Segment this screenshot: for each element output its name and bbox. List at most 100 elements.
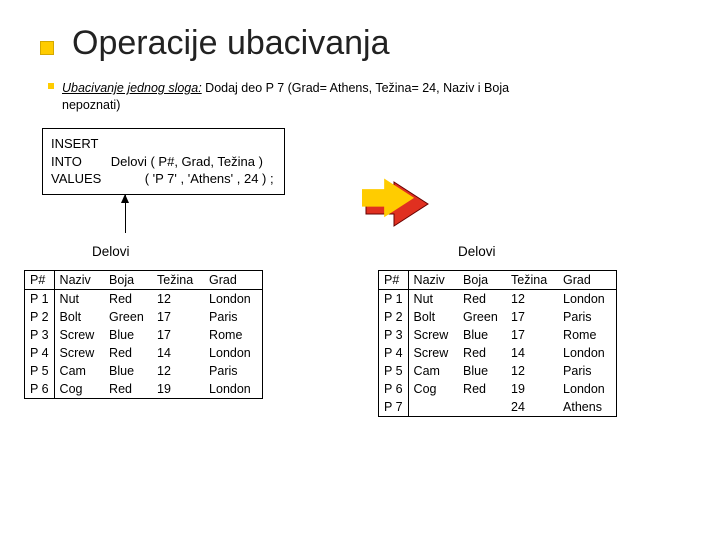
table-row: P 2BoltGreen17Paris [379,308,617,326]
table-cell: London [558,344,616,362]
table-cell: Red [104,380,152,399]
col-header: Grad [204,271,262,290]
table-cell: Rome [558,326,616,344]
table-after: P#NazivBojaTežinaGrad P 1NutRed12LondonP… [378,270,617,417]
table-row: P 4ScrewRed14London [379,344,617,362]
table-cell: Cam [54,362,104,380]
col-header: P# [25,271,55,290]
table-cell: Cog [54,380,104,399]
table-row: P 3ScrewBlue17Rome [25,326,263,344]
table-cell: 14 [506,344,558,362]
col-header: Težina [506,271,558,290]
table-cell: Blue [104,326,152,344]
table-cell: Red [458,290,506,309]
table-cell: 17 [152,308,204,326]
table-cell: P 1 [25,290,55,309]
table-cell: Red [458,380,506,398]
col-header: P# [379,271,409,290]
table-cell: 17 [506,308,558,326]
table-cell: 17 [152,326,204,344]
table-cell: Green [104,308,152,326]
page-title: Operacije ubacivanja [72,24,390,63]
table-cell: P 5 [379,362,409,380]
table-cell: London [558,380,616,398]
table-row: P 4ScrewRed14London [25,344,263,362]
table-cell: P 7 [379,398,409,417]
table-cell: P 1 [379,290,409,309]
table-cell: Red [104,344,152,362]
table-cell: Screw [54,326,104,344]
sql-into: INTO [51,154,82,169]
table-cell: Paris [558,362,616,380]
sql-codebox: INSERT INTO Delovi ( P#, Grad, Težina ) … [42,128,285,195]
table-row: P 6CogRed19London [25,380,263,399]
table-cell [408,398,458,417]
table-cell: Blue [458,326,506,344]
caption-left: Delovi [92,244,130,259]
table-cell: Cam [408,362,458,380]
subtitle-lead: Ubacivanje jednog sloga: [62,81,202,95]
col-header: Naziv [54,271,104,290]
table-cell: 12 [152,290,204,309]
table-cell: 12 [506,290,558,309]
table-cell: Green [458,308,506,326]
table-row: P 3ScrewBlue17Rome [379,326,617,344]
table-header-row: P#NazivBojaTežinaGrad [379,271,617,290]
subtitle: Ubacivanje jednog sloga: Dodaj deo P 7 (… [62,80,509,114]
table-cell: P 6 [379,380,409,398]
table-header-row: P#NazivBojaTežinaGrad [25,271,263,290]
table-cell: Blue [104,362,152,380]
table-cell: Paris [558,308,616,326]
table-row: P 6CogRed19London [379,380,617,398]
table-cell: Blue [458,362,506,380]
col-header: Naziv [408,271,458,290]
table-cell: Screw [54,344,104,362]
table-cell: Bolt [408,308,458,326]
table-cell: P 3 [25,326,55,344]
table-cell: P 4 [379,344,409,362]
arrow-up-icon [125,195,126,233]
table-cell: Screw [408,344,458,362]
table-row: P 5CamBlue12Paris [25,362,263,380]
title-row: Operacije ubacivanja [40,24,390,63]
table-cell: Nut [408,290,458,309]
col-header: Boja [104,271,152,290]
table-cell: London [558,290,616,309]
table-cell: Bolt [54,308,104,326]
subtitle-rest1: Dodaj deo P 7 (Grad= Athens, Težina= 24,… [205,81,509,95]
table-cell: P 2 [379,308,409,326]
sql-line3: VALUES ( 'P 7' , 'Athens' , 24 ) ; [51,170,274,188]
table-cell: 17 [506,326,558,344]
table-cell: P 6 [25,380,55,399]
table-cell: Red [104,290,152,309]
table-cell: Athens [558,398,616,417]
table-cell: London [204,290,262,309]
table-cell: 24 [506,398,558,417]
table-cell: Red [458,344,506,362]
table-cell [458,398,506,417]
table-cell: Rome [204,326,262,344]
table-cell: Cog [408,380,458,398]
sql-values-args: ( 'P 7' , 'Athens' , 24 ) ; [145,171,274,186]
table-cell: P 4 [25,344,55,362]
table-before: P#NazivBojaTežinaGrad P 1NutRed12LondonP… [24,270,263,399]
col-header: Težina [152,271,204,290]
col-header: Grad [558,271,616,290]
table-row: P 1NutRed12London [379,290,617,309]
table-cell: Paris [204,362,262,380]
table-cell: Paris [204,308,262,326]
table-cell: London [204,344,262,362]
table-cell: P 2 [25,308,55,326]
table-cell: P 3 [379,326,409,344]
title-bullet-icon [40,41,54,55]
sql-line1: INSERT [51,135,274,153]
table-row: P 1NutRed12London [25,290,263,309]
bullet-icon [48,83,54,89]
table-cell: 14 [152,344,204,362]
sql-line2: INTO Delovi ( P#, Grad, Težina ) [51,153,274,171]
table-cell: London [204,380,262,399]
col-header: Boja [458,271,506,290]
table-cell: P 5 [25,362,55,380]
sql-values: VALUES [51,171,101,186]
table-cell: 19 [506,380,558,398]
